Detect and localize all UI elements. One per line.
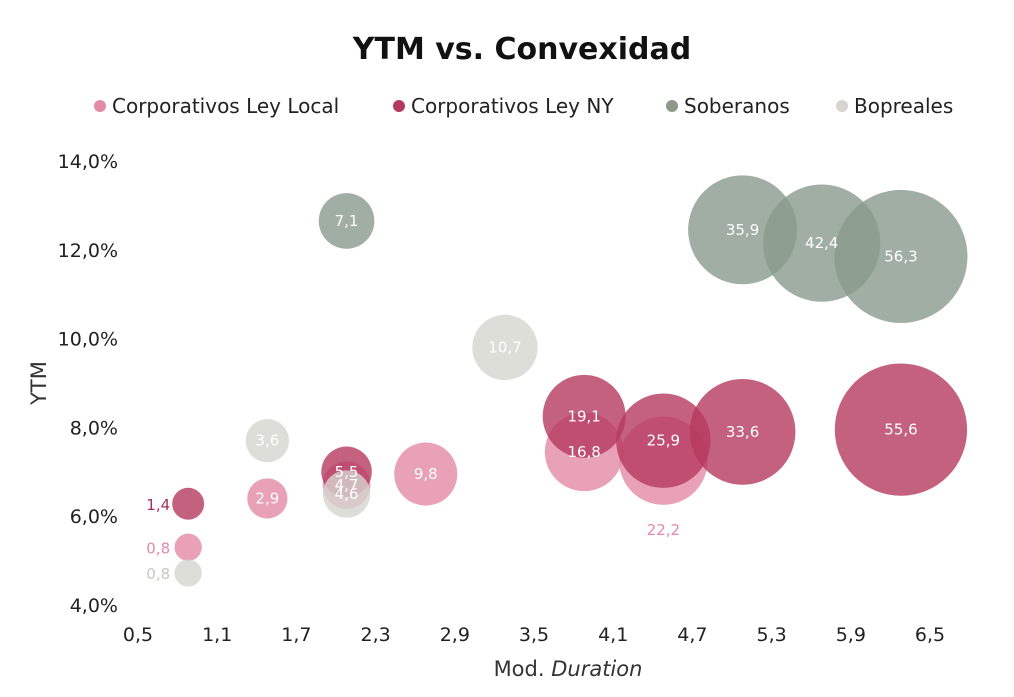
bubble-label: 35,9 xyxy=(726,221,759,239)
bubble-label: 0,8 xyxy=(146,565,170,583)
legend: Corporativos Ley Local Corporativos Ley N… xyxy=(94,94,953,118)
bubble xyxy=(689,378,796,485)
y-tick-label: 4,0% xyxy=(70,595,118,617)
bubble-label: 10,7 xyxy=(488,338,521,356)
bubble-label: 4,6 xyxy=(335,485,359,503)
bubble xyxy=(394,442,458,506)
x-tick-label: 5,3 xyxy=(756,624,786,646)
legend-label: Bopreales xyxy=(854,94,953,118)
bubble-label: 25,9 xyxy=(647,432,680,450)
x-tick-label: 2,3 xyxy=(360,624,390,646)
x-tick-label: 1,1 xyxy=(202,624,232,646)
bubble-label: 33,6 xyxy=(726,423,759,441)
legend-item: Soberanos xyxy=(666,94,790,118)
y-tick-label: 8,0% xyxy=(70,417,118,439)
legend-item: Corporativos Ley Local xyxy=(94,94,339,118)
x-axis-label-prefix: Mod. xyxy=(494,657,552,681)
legend-marker xyxy=(666,100,678,112)
x-tick-label: 1,7 xyxy=(281,624,311,646)
x-axis-ticks: 0,5 1,1 1,7 2,3 2,9 3,5 4,1 4,7 5,3 5,9 6,5 xyxy=(123,624,945,646)
y-axis-label: YTM xyxy=(27,361,51,406)
bubble-label: 0,8 xyxy=(146,539,170,557)
y-tick-label: 12,0% xyxy=(58,240,118,262)
x-axis-label: Mod. Duration xyxy=(494,657,643,681)
bubble xyxy=(472,314,538,381)
bubble-label: 16,8 xyxy=(567,443,600,461)
bubble xyxy=(174,559,202,587)
bubble xyxy=(318,193,375,249)
bubble-label: 9,8 xyxy=(414,465,438,483)
bubble-label: 4,7 xyxy=(335,476,359,494)
x-tick-label: 6,5 xyxy=(915,624,945,646)
bubble-label: 22,2 xyxy=(647,521,680,539)
bubble xyxy=(322,470,371,518)
bubble-label: 42,4 xyxy=(805,234,838,252)
legend-item: Corporativos Ley NY xyxy=(393,94,614,118)
legend-label: Corporativos Ley NY xyxy=(411,94,614,118)
bubble-labels: 0,8 2,9 4,7 9,8 16,8 22,2 1,4 5,5 19,1 25,9 33,6 55… xyxy=(146,212,917,583)
bubble xyxy=(174,533,202,561)
y-tick-label: 10,0% xyxy=(58,329,118,351)
legend-marker xyxy=(836,100,848,112)
bubble-label: 3,6 xyxy=(255,432,279,450)
x-tick-label: 2,9 xyxy=(440,624,470,646)
legend-marker xyxy=(94,100,106,112)
bubble xyxy=(616,393,711,488)
x-tick-label: 5,9 xyxy=(836,624,866,646)
legend-label: Soberanos xyxy=(684,94,790,118)
y-axis-ticks: 4,0% 6,0% 8,0% 10,0% 12,0% 14,0% xyxy=(58,151,118,617)
bubble xyxy=(834,363,968,496)
bubble xyxy=(172,487,205,520)
bubble xyxy=(542,374,626,458)
x-axis-label-italic: Duration xyxy=(551,657,642,681)
bubble xyxy=(834,189,968,323)
chart-title: YTM vs. Convexidad xyxy=(352,32,691,67)
y-tick-label: 6,0% xyxy=(70,506,118,528)
legend-marker xyxy=(393,100,405,112)
legend-item: Bopreales xyxy=(836,94,953,118)
bubble-label: 55,6 xyxy=(884,421,917,439)
y-tick-label: 14,0% xyxy=(58,151,118,173)
bubble-label: 2,9 xyxy=(255,489,279,507)
x-tick-label: 3,5 xyxy=(519,624,549,646)
legend-label: Corporativos Ley Local xyxy=(112,94,339,118)
bubble xyxy=(245,419,290,463)
bubble-label: 56,3 xyxy=(884,247,917,265)
bubbles xyxy=(172,175,968,587)
x-tick-label: 0,5 xyxy=(123,624,153,646)
x-tick-label: 4,1 xyxy=(598,624,628,646)
bubble-label: 19,1 xyxy=(567,407,600,425)
bubble xyxy=(247,478,288,519)
bubble-label: 5,5 xyxy=(335,463,359,481)
x-tick-label: 4,7 xyxy=(677,624,707,646)
bubble-label: 7,1 xyxy=(335,212,359,230)
bubble-label: 1,4 xyxy=(146,496,170,514)
